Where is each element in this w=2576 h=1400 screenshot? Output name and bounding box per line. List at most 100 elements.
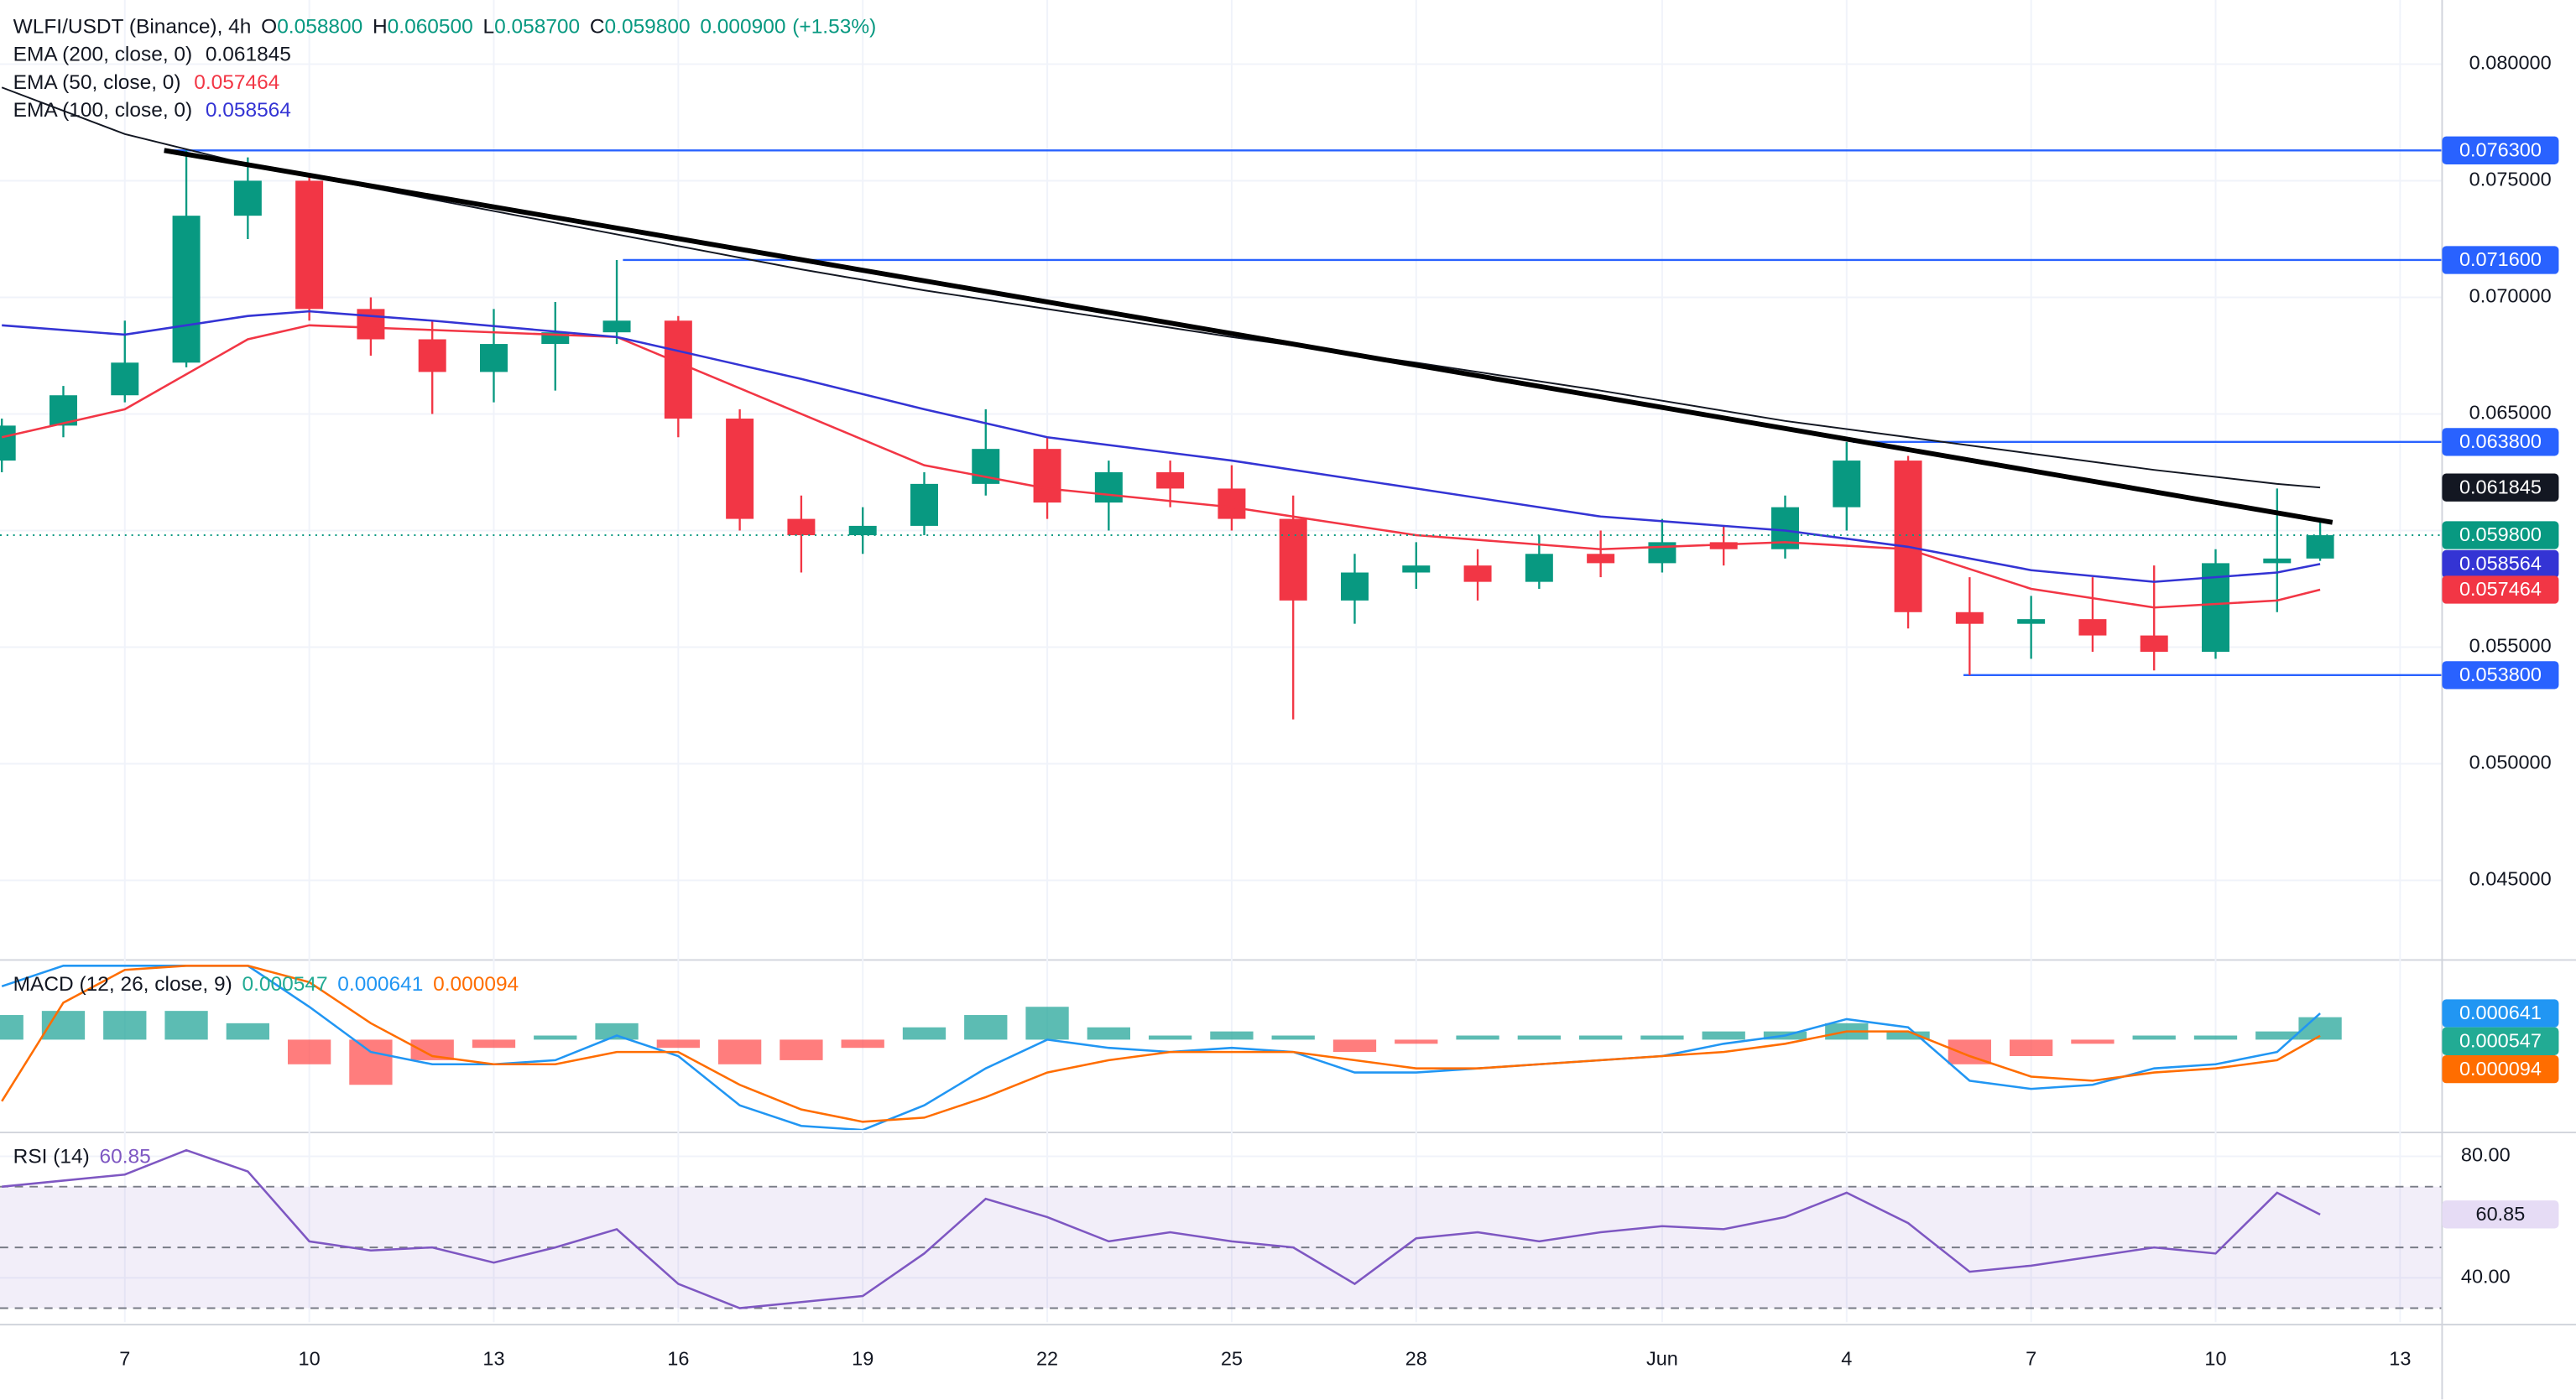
candle-body bbox=[1218, 488, 1246, 519]
y-tick-label: 0.070000 bbox=[2469, 285, 2552, 307]
candle-body bbox=[1094, 471, 1123, 503]
histogram-bar bbox=[1148, 1035, 1192, 1040]
ohlc-value: 0.058800 bbox=[277, 16, 362, 39]
legend-name: EMA (100, close, 0) bbox=[13, 100, 193, 122]
legend-entry: EMA (50, close, 0) 0.057464 bbox=[13, 71, 280, 94]
candle-body bbox=[172, 216, 201, 363]
candle-body bbox=[2140, 635, 2168, 653]
macd-value: 0.000547 bbox=[242, 973, 327, 996]
x-tick-label: 13 bbox=[482, 1347, 504, 1369]
histogram-bar bbox=[1517, 1035, 1561, 1040]
candle-body bbox=[233, 180, 262, 216]
histogram-bar bbox=[2255, 1031, 2299, 1040]
candle-body bbox=[726, 419, 754, 519]
candle-body bbox=[787, 518, 816, 536]
x-tick-label: 7 bbox=[2026, 1347, 2036, 1369]
macd-value: 0.000641 bbox=[337, 973, 423, 996]
rsi-legend: RSI (14) 60.85 bbox=[13, 1146, 151, 1168]
histogram-bar bbox=[964, 1015, 1008, 1040]
rsi-value: 60.85 bbox=[100, 1146, 151, 1168]
x-tick-label: 16 bbox=[667, 1347, 689, 1369]
candle-body bbox=[602, 320, 631, 333]
x-tick-label: 7 bbox=[119, 1347, 130, 1369]
candle-body bbox=[1156, 471, 1185, 489]
level-tag: 0.076300 bbox=[2459, 138, 2542, 160]
histogram-bar bbox=[656, 1039, 700, 1049]
candle-body bbox=[1033, 449, 1061, 503]
legend-value: 0.061845 bbox=[206, 44, 291, 66]
candle-body bbox=[1648, 542, 1676, 564]
legend-entry: EMA (200, close, 0) 0.061845 bbox=[13, 44, 291, 66]
y-tick-label: 40.00 bbox=[2461, 1266, 2511, 1288]
candle-body bbox=[848, 525, 877, 536]
ema-line bbox=[2, 310, 2321, 583]
candle-body bbox=[1525, 554, 1553, 582]
histogram-bar bbox=[841, 1039, 884, 1049]
histogram-bar bbox=[1578, 1035, 1623, 1040]
histogram-bar bbox=[1886, 1031, 1930, 1040]
y-tick-label: 0.080000 bbox=[2469, 52, 2552, 74]
x-tick-label: 19 bbox=[852, 1347, 873, 1369]
histogram-bar bbox=[349, 1039, 393, 1085]
histogram-bar bbox=[1210, 1031, 1254, 1040]
ema-tag: 0.058564 bbox=[2459, 553, 2542, 575]
legend-value: 0.057464 bbox=[194, 71, 279, 94]
ohlc-value: 0.060500 bbox=[388, 16, 473, 39]
candle-body bbox=[357, 309, 385, 340]
macd-value: 0.000094 bbox=[433, 973, 519, 996]
rsi-pane bbox=[0, 1148, 2442, 1309]
histogram-bar bbox=[1087, 1027, 1130, 1040]
candle-body bbox=[1463, 565, 1492, 582]
candle-body bbox=[1279, 518, 1307, 601]
trendline bbox=[164, 148, 2334, 525]
ema-tag-bg bbox=[2442, 473, 2559, 502]
histogram-bar bbox=[1640, 1035, 1684, 1040]
x-tick-label: 4 bbox=[1841, 1347, 1852, 1369]
y-tick-label: 0.045000 bbox=[2469, 868, 2552, 890]
level-tag-bg bbox=[2442, 136, 2559, 164]
legend-name: EMA (50, close, 0) bbox=[13, 71, 181, 94]
ohlc-value: 0.058700 bbox=[494, 16, 580, 39]
candle-body bbox=[2078, 619, 2107, 636]
histogram-bar bbox=[2132, 1035, 2176, 1040]
histogram-bar bbox=[1456, 1035, 1499, 1040]
macd-tag-bg bbox=[2442, 1027, 2559, 1055]
macd-pane bbox=[0, 965, 2342, 1131]
candle-body bbox=[2017, 619, 2046, 624]
histogram-bar bbox=[2071, 1039, 2115, 1044]
macd-tag-bg bbox=[2442, 1054, 2559, 1084]
candle-body bbox=[111, 362, 139, 396]
x-tick-label: 22 bbox=[1036, 1347, 1058, 1369]
legend-entry: EMA (100, close, 0) 0.058564 bbox=[13, 100, 291, 122]
legend-value: 0.058564 bbox=[206, 100, 291, 122]
chart-title: WLFI/USDT (Binance), 4h bbox=[13, 16, 252, 39]
macd-title: MACD (12, 26, close, 9) bbox=[13, 973, 232, 996]
x-tick-label: 10 bbox=[299, 1347, 321, 1369]
histogram-bar bbox=[2009, 1039, 2053, 1056]
price-pane bbox=[0, 86, 2442, 720]
rsi-title: RSI (14) bbox=[13, 1146, 90, 1168]
candle-body bbox=[1709, 542, 1738, 549]
level-tag: 0.071600 bbox=[2459, 248, 2542, 270]
histogram-bar bbox=[287, 1039, 331, 1064]
rsi-tag-bg bbox=[2442, 1200, 2559, 1229]
x-tick-label: 10 bbox=[2204, 1347, 2226, 1369]
rsi-line bbox=[2, 1148, 2321, 1309]
ema-tag-bg bbox=[2442, 575, 2559, 604]
macd-legend: MACD (12, 26, close, 9) 0.000547 0.000641 0… bbox=[13, 973, 519, 996]
macd-tag: 0.000547 bbox=[2459, 1030, 2542, 1052]
ema-line bbox=[1, 324, 2321, 609]
ohlc-name: L bbox=[482, 16, 494, 39]
ohlc-name: O bbox=[261, 16, 277, 39]
y-tick-label: 80.00 bbox=[2461, 1144, 2511, 1166]
histogram-bar bbox=[472, 1039, 516, 1049]
close-tag-bg bbox=[2442, 521, 2559, 549]
rsi-tag: 60.85 bbox=[2476, 1203, 2526, 1225]
candle-body bbox=[479, 344, 508, 372]
histogram-bar bbox=[534, 1035, 577, 1040]
candle-body bbox=[910, 483, 938, 526]
macd-line bbox=[1, 965, 2321, 1123]
